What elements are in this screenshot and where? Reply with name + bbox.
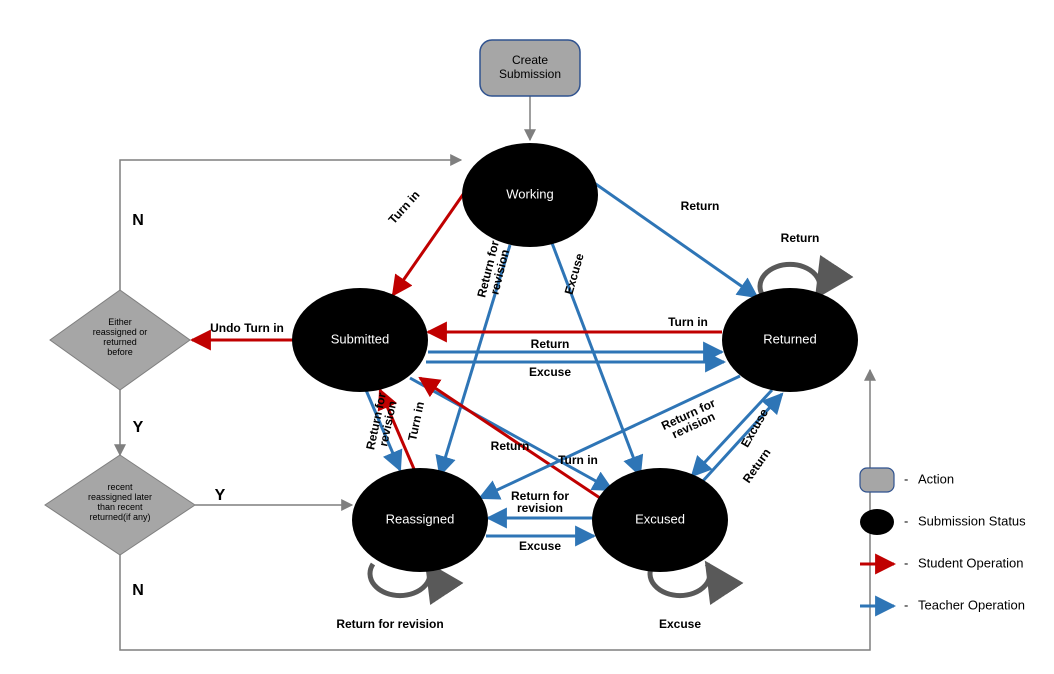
edge-label-undo-turn-in: Undo Turn in	[210, 321, 284, 335]
legend-dash-3: -	[904, 597, 908, 612]
legend-label-student: Student Operation	[918, 555, 1024, 570]
edge-label-reassigned-excused-excuse: Excuse	[519, 539, 561, 553]
legend-dash-0: -	[904, 471, 908, 486]
state-label-submitted: Submitted	[331, 331, 390, 346]
state-label-working: Working	[506, 186, 553, 201]
edge-label-ret-to-sub-turnin: Turn in	[668, 315, 708, 329]
state-label-reassigned: Reassigned	[386, 511, 455, 526]
edge-label-ret-reassigned-rfr: Return forrevision	[659, 396, 723, 444]
edge-label-return-working-returned: Return	[681, 199, 720, 213]
legend-label-action: Action	[918, 471, 954, 486]
legend-dash-1: -	[904, 513, 908, 528]
yn-d1_y: Y	[133, 419, 144, 436]
edge-label-sub-excused-return: Return	[491, 439, 530, 453]
edge-label-excused-sub-turnin: Turn in	[558, 453, 598, 467]
self-loop-label-excused-excuse: Excuse	[659, 617, 701, 631]
edge-label-excused-reassigned-rfr: Return forrevision	[511, 489, 569, 515]
self-loop-label-returned-return: Return	[781, 231, 820, 245]
edge-label-excused-ret-return: Return	[740, 446, 774, 486]
edge-label-turn-in-1: Turn in	[386, 188, 423, 227]
state-label-returned: Returned	[763, 331, 816, 346]
legend-label-teacher: Teacher Operation	[918, 597, 1025, 612]
yn-d2_n: N	[132, 582, 144, 599]
state-diagram: Eitherreassigned orreturnedbeforerecentr…	[0, 0, 1054, 674]
legend-action-icon	[860, 468, 894, 492]
legend-status-icon	[860, 509, 894, 535]
edge-label-sub-to-ret-excuse: Excuse	[529, 365, 571, 379]
legend-label-status: Submission Status	[918, 513, 1026, 528]
legend-dash-2: -	[904, 555, 908, 570]
edge-label-reassigned-sub-turnin: Turn in	[405, 400, 427, 442]
state-label-excused: Excused	[635, 511, 685, 526]
self-loop-label-reassigned-rfr: Return for revision	[336, 617, 443, 631]
edge-label-excuse-working: Excuse	[562, 251, 587, 296]
edge-label-sub-to-ret-return: Return	[531, 337, 570, 351]
edge-label-ret-excused-excuse: Excuse	[738, 406, 771, 450]
edge-return-working-returned	[590, 180, 757, 297]
yn-d2_y: Y	[215, 487, 226, 504]
yn-d1_n: N	[132, 212, 144, 229]
